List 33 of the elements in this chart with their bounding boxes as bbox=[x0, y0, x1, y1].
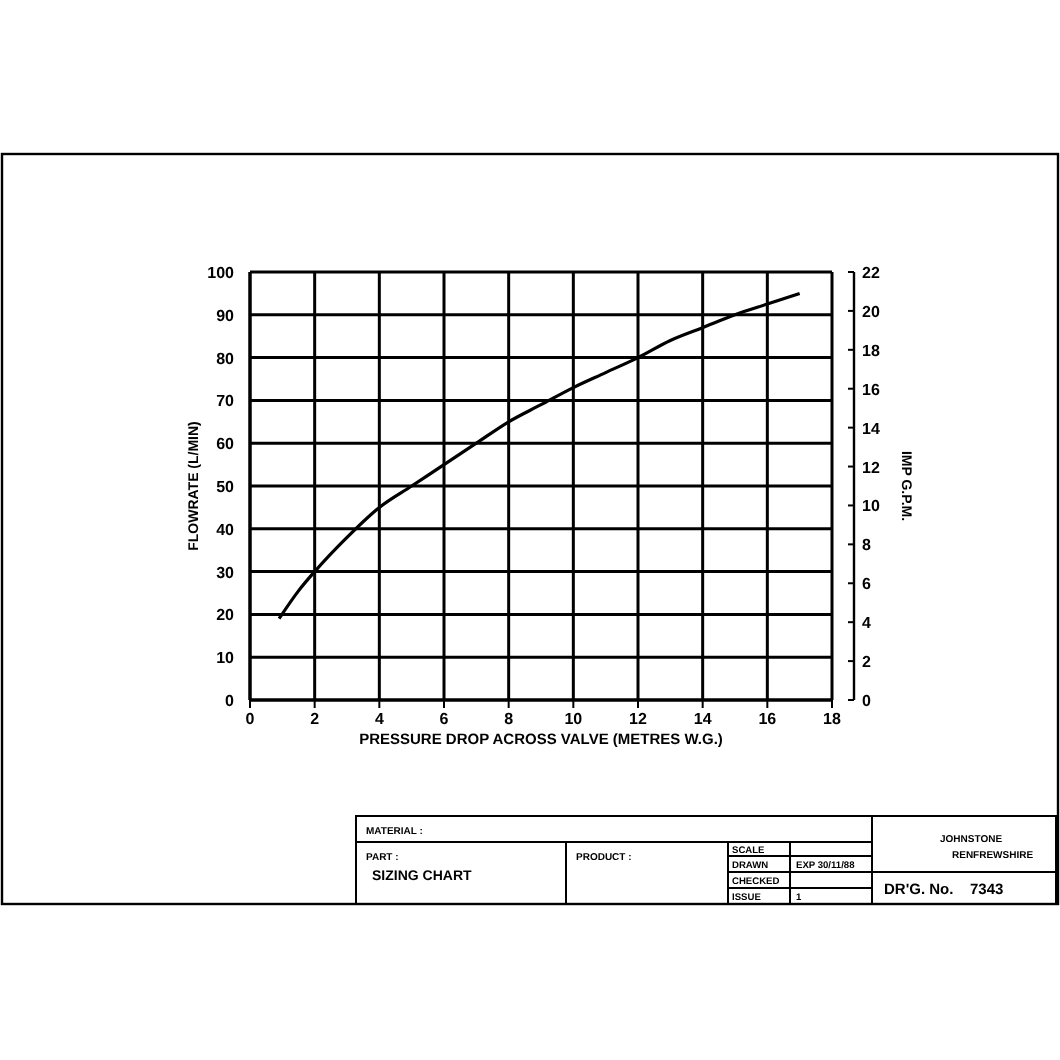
x-tick-label: 14 bbox=[693, 710, 713, 728]
y-tick-label: 20 bbox=[216, 606, 236, 625]
y2-tick-label: 4 bbox=[862, 614, 872, 633]
y-tick-label: 90 bbox=[216, 306, 236, 325]
y-tick-label: 30 bbox=[216, 563, 236, 582]
y2-tick-label: 16 bbox=[862, 380, 881, 399]
y-tick-label: 0 bbox=[225, 692, 236, 710]
x-tick-label: 16 bbox=[758, 710, 778, 728]
y2-tick-label: 18 bbox=[862, 341, 881, 360]
x-tick-label: 0 bbox=[245, 710, 256, 728]
x-tick-label: 8 bbox=[504, 710, 515, 728]
y-tick-label: 50 bbox=[216, 478, 236, 496]
y2-tick-label: 12 bbox=[862, 458, 881, 477]
y2-tick-label: 10 bbox=[862, 497, 881, 516]
x-tick-label: 4 bbox=[374, 710, 385, 728]
y-tick-label: 60 bbox=[216, 435, 236, 454]
y2-tick-label: 20 bbox=[862, 302, 881, 321]
y-tick-label: 10 bbox=[216, 649, 236, 668]
x-tick-label: 12 bbox=[629, 710, 648, 728]
y-tick-label: 70 bbox=[216, 392, 236, 411]
x-tick-label: 2 bbox=[310, 710, 321, 728]
y2-tick-label: 2 bbox=[862, 653, 872, 672]
y-tick-label: 80 bbox=[216, 349, 236, 368]
y-tick-label: 100 bbox=[207, 264, 236, 282]
y2-tick-label: 14 bbox=[862, 419, 881, 438]
y2-tick-label: 6 bbox=[862, 575, 872, 594]
y2-tick-label: 0 bbox=[862, 692, 872, 710]
x-tick-label: 18 bbox=[823, 710, 842, 728]
y-tick-label: 40 bbox=[216, 520, 236, 539]
x-tick-label: 6 bbox=[439, 710, 450, 728]
y2-tick-label: 8 bbox=[862, 536, 872, 555]
y2-tick-label: 22 bbox=[862, 264, 881, 282]
x-tick-label: 10 bbox=[564, 710, 584, 728]
